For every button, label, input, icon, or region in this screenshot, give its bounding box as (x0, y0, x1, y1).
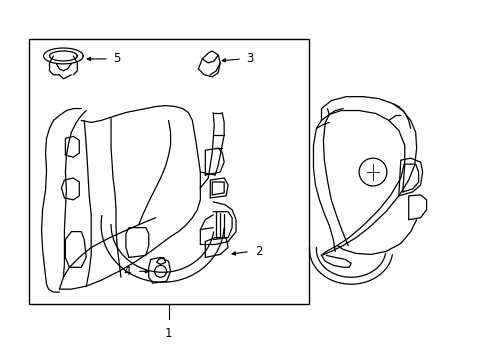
Text: 3: 3 (245, 53, 253, 66)
Text: 2: 2 (254, 245, 262, 258)
Text: 1: 1 (164, 327, 172, 340)
Text: 5: 5 (113, 53, 120, 66)
Text: 4: 4 (123, 265, 131, 278)
Bar (29, 39, 309, 304)
